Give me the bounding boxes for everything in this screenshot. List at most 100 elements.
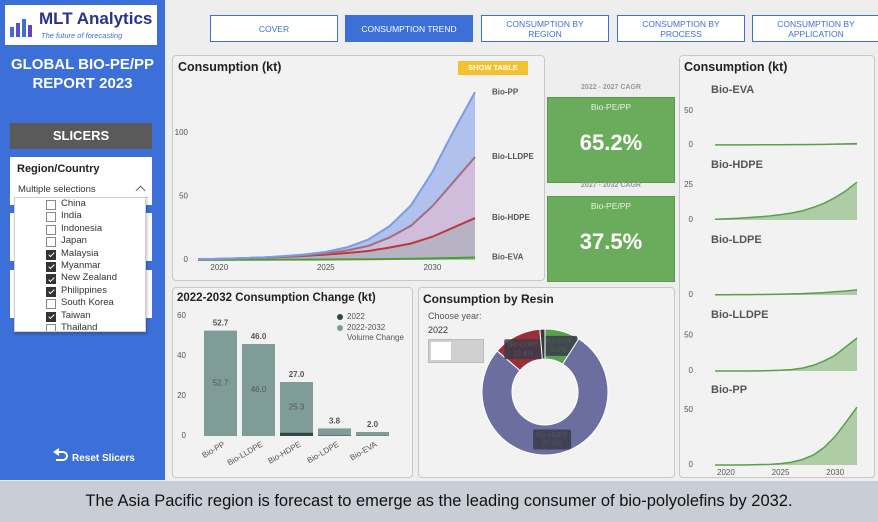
option[interactable]: Malaysia [15,248,145,260]
bar-segment [356,432,389,436]
checkbox[interactable] [46,224,56,235]
area-fill [198,218,475,260]
donut-slice [539,328,546,360]
option[interactable]: Taiwan [15,310,145,322]
year-slider[interactable] [428,339,484,363]
checkbox[interactable] [46,286,56,297]
checkbox[interactable] [46,299,56,310]
y-tick-label: 0 [184,255,189,264]
slice-value-label: 77.3% [542,441,562,448]
kpi-product: Bio-PE/PP [590,102,632,112]
nav-button[interactable]: COVER [210,15,338,42]
panel-title: Consumption (kt) [684,60,788,74]
x-tick-label: 2030 [826,468,844,477]
kpi-value: 37.5% [579,229,643,254]
nav-button[interactable]: CONSUMPTION TREND [345,15,473,42]
report-title: GLOBAL BIO-PE/PP REPORT 2023 [0,55,165,93]
area-fill [715,289,857,295]
total-label: 52.7 [213,319,229,328]
bar-value-label: 46.0 [251,385,267,394]
series-line [715,142,858,146]
x-tick-label: 2025 [317,263,335,272]
logo-name: MLT Analytics [39,9,153,28]
checkbox[interactable] [46,200,56,210]
option-label: India [61,210,82,222]
option-label: China [61,198,86,209]
checkbox[interactable] [46,249,56,260]
option-label: Indonesia [61,222,103,234]
kpi-value: 65.2% [579,130,643,155]
y-tick-label: 50 [684,330,693,339]
panel [679,55,875,478]
total-label: 3.8 [329,417,341,426]
slice-label-box [504,339,543,360]
checkbox[interactable] [46,212,56,223]
small-chart-title: Bio-HDPE [711,159,763,171]
option[interactable]: Japan [15,235,145,248]
checkbox[interactable] [46,323,56,331]
series-line [715,289,858,296]
y-tick-label: 0 [689,460,694,469]
option-label: Myanmar [61,259,101,271]
option[interactable]: New Zealand [15,272,145,285]
option[interactable]: Philippines [15,285,145,297]
logo-tagline: The future of forecasting [41,31,123,40]
x-tick-label: 2025 [772,468,790,477]
report-title-line: REPORT 2023 [32,75,133,92]
nav-button[interactable]: CONSUMPTION BY APPLICATION [752,15,878,42]
filter-label: Region/Country [17,163,100,175]
control-label: Choose year: [428,311,482,321]
area-fill [715,407,857,465]
x-tick-label: Bio-PP [200,440,226,460]
checkbox[interactable] [46,274,56,285]
reset-button[interactable]: Reset Slicers [72,453,135,464]
y-tick-label: 50 [684,106,693,115]
logo-icon [10,19,32,37]
x-tick-label: Bio-HDPE [266,440,302,466]
legend-swatch [337,314,343,320]
legend-label: 2022 [347,312,365,321]
option-label: Japan [61,235,87,247]
legend-item: 2022-2032 Volume Change [337,323,407,343]
show-table-button[interactable]: SHOW TABLE [458,61,528,75]
slice-label-box [533,429,572,450]
series-label: Bio-PP [492,87,519,96]
x-tick-label: 2020 [717,468,735,477]
nav-button[interactable]: CONSUMPTION BY PROCESS [617,15,745,42]
checkbox[interactable] [46,237,56,248]
option[interactable]: Myanmar [15,260,145,272]
slice-label: Bio-HDPE [536,432,568,439]
reset-icon [56,451,68,461]
slider-handle[interactable] [431,342,451,360]
y-tick-label: 60 [177,311,186,320]
cagr-period: 2027 - 2032 CAGR [581,182,641,189]
option[interactable]: Indonesia [15,223,145,235]
option[interactable]: India [15,210,145,223]
panel-title: 2022-2032 Consumption Change (kt) [177,292,376,304]
option-label: Thailand [61,321,98,332]
series-line [715,406,858,466]
area-fill [198,92,475,260]
slice-label-box [539,335,578,356]
bar-segment [280,382,313,433]
y-tick-label: 20 [177,391,186,400]
donut-slice [481,338,609,456]
series-line [714,181,858,221]
slice-value-label: 12.4% [513,351,533,358]
option[interactable]: China [15,198,145,210]
option[interactable]: South Korea [15,297,145,310]
bar-value-label: 52.7 [213,378,229,387]
checkbox[interactable] [46,261,56,272]
checkbox[interactable] [46,311,56,322]
report-title-line: GLOBAL BIO-PE/PP [10,56,155,73]
option-label: Philippines [61,284,107,296]
y-tick-label: 0 [182,431,187,440]
option[interactable]: Thailand [15,321,145,332]
legend-item: 2022 [337,312,407,322]
dropdown-list: China India Indonesia Japan Malaysia Myanmar N… [14,197,146,332]
nav-button[interactable]: CONSUMPTION BY REGION [481,15,609,42]
legend-swatch [337,325,343,331]
small-chart-title: Bio-PP [711,384,747,396]
